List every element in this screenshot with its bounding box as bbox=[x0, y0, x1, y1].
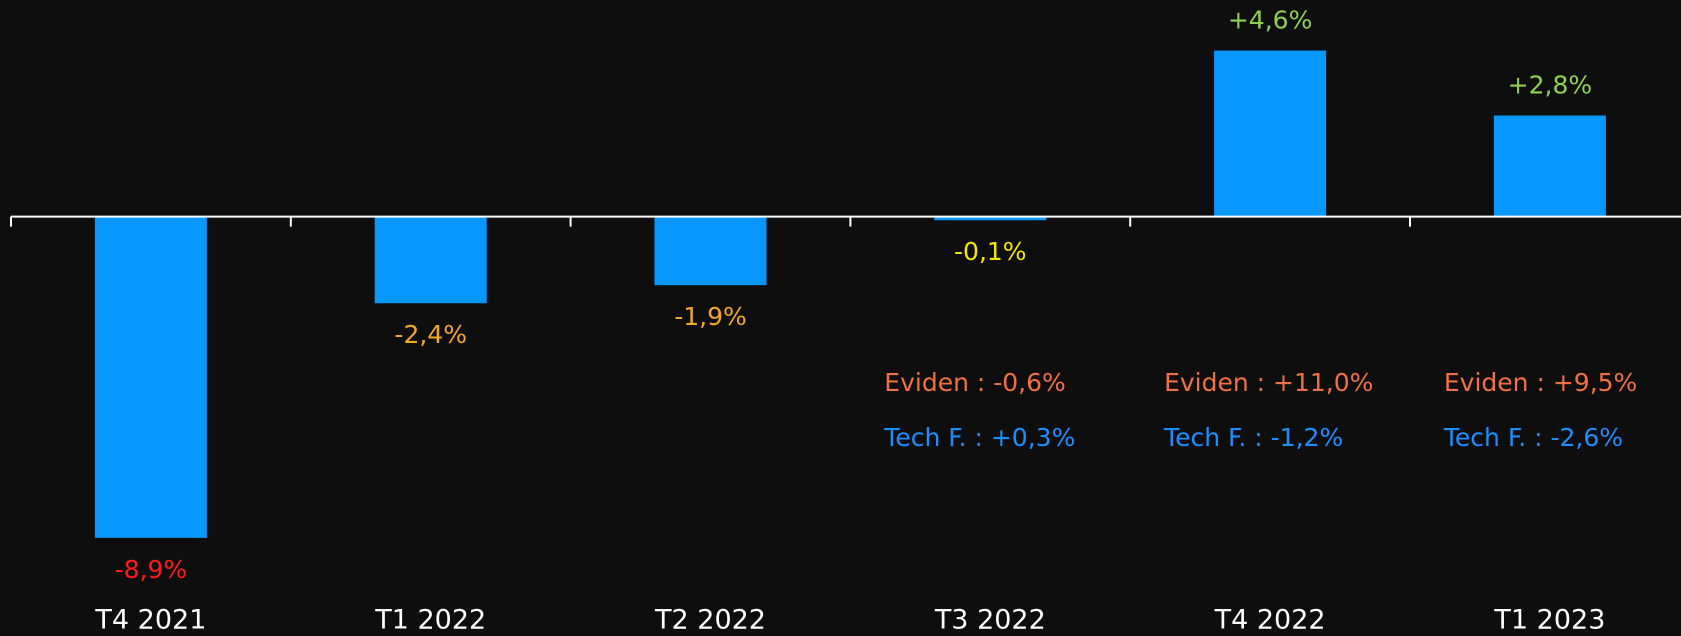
x-tick-label: T4 2021 bbox=[94, 605, 206, 636]
value-label: +4,6% bbox=[1228, 6, 1312, 35]
bar bbox=[1493, 115, 1606, 217]
x-tick-label: T3 2022 bbox=[934, 605, 1046, 636]
annotation: Eviden : +9,5% bbox=[1444, 368, 1637, 397]
value-label: -1,9% bbox=[674, 302, 747, 331]
annotation: Tech F. : +0,3% bbox=[883, 423, 1075, 452]
bar bbox=[94, 216, 207, 538]
bar bbox=[374, 216, 487, 304]
bar bbox=[654, 216, 767, 286]
x-tick-label: T1 2023 bbox=[1493, 605, 1605, 636]
annotation: Eviden : -0,6% bbox=[884, 368, 1065, 397]
annotation: Tech F. : -1,2% bbox=[1163, 423, 1343, 452]
x-tick-label: T2 2022 bbox=[654, 605, 766, 636]
x-tick-label: T1 2022 bbox=[374, 605, 486, 636]
bar bbox=[934, 216, 1047, 221]
value-label: -2,4% bbox=[394, 320, 467, 349]
annotation: Eviden : +11,0% bbox=[1164, 368, 1373, 397]
annotation: Tech F. : -2,6% bbox=[1443, 423, 1623, 452]
value-label: -0,1% bbox=[954, 237, 1027, 266]
x-tick-label: T4 2022 bbox=[1214, 605, 1326, 636]
bar bbox=[1214, 50, 1327, 217]
value-label: +2,8% bbox=[1508, 71, 1592, 100]
value-label: -8,9% bbox=[115, 555, 188, 584]
